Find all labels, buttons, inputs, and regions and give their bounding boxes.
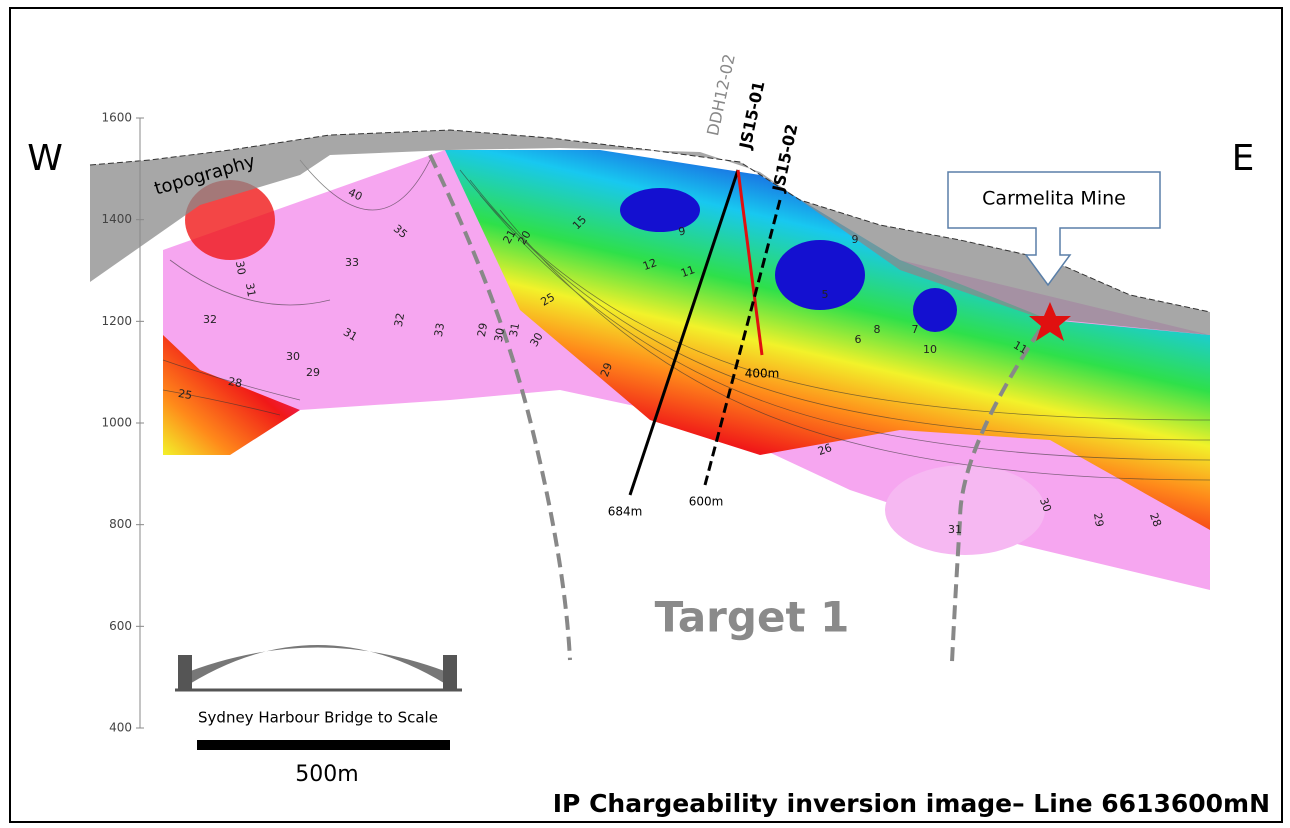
contour-label: 5 — [822, 288, 829, 301]
scale-bar — [197, 740, 450, 750]
contour-label: 8 — [874, 323, 881, 336]
contour-label: 33 — [432, 322, 447, 338]
contour-label: 31 — [507, 322, 522, 338]
depth-label: 684m — [608, 505, 643, 519]
tick-label: 800 — [109, 517, 132, 531]
contour-label: 30 — [492, 327, 507, 343]
target-label: Target 1 — [655, 593, 850, 642]
mine-label: Carmelita Mine — [982, 188, 1126, 210]
contour-label: 30 — [286, 350, 300, 363]
scale-label: 500m — [295, 762, 358, 787]
tick-label: 1000 — [101, 416, 132, 430]
tick-label: 600 — [109, 619, 132, 633]
figure-title: IP Chargeability inversion image– Line 6… — [553, 789, 1270, 818]
contour-label: 29 — [306, 366, 320, 379]
tick-label: 1600 — [101, 111, 132, 125]
contour-label: 31 — [243, 282, 258, 298]
contour-label: 32 — [392, 312, 407, 328]
tick-label: 400 — [109, 721, 132, 735]
contour-label: 10 — [923, 343, 937, 356]
contour-label: 6 — [855, 333, 862, 346]
contour-label: 33 — [345, 256, 359, 269]
east-label: E — [1232, 138, 1255, 179]
bridge-label: Sydney Harbour Bridge to Scale — [198, 709, 438, 727]
low-zone — [913, 288, 957, 332]
tick-label: 1400 — [101, 212, 132, 226]
tick-label: 1200 — [101, 314, 132, 328]
contour-label: 25 — [177, 387, 193, 402]
contour-label: 28 — [227, 375, 243, 390]
contour-label: 29 — [1091, 512, 1106, 528]
contour-label: 9 — [852, 233, 859, 246]
high-zone — [885, 465, 1045, 555]
contour-label: 7 — [912, 323, 919, 336]
depth-label: 600m — [689, 495, 724, 509]
depth-label: 400m — [745, 367, 780, 381]
contour-label: 30 — [233, 260, 248, 276]
low-zone — [620, 188, 700, 232]
contour-label: 31 — [948, 523, 962, 536]
contour-label: 32 — [203, 313, 217, 326]
contour-label: 29 — [475, 322, 490, 338]
figure: W E topography Carmelita Mine Target 1 S… — [0, 0, 1290, 828]
low-zone — [775, 240, 865, 310]
west-label: W — [27, 138, 63, 179]
